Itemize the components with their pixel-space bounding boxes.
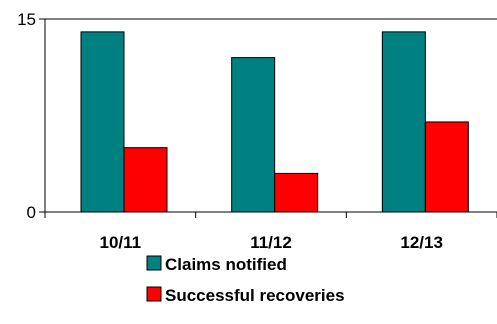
bar-claims-notified-12-13	[381, 31, 426, 213]
legend-swatch	[146, 286, 162, 302]
legend-swatch	[146, 255, 162, 271]
y-tick-label: 0	[27, 203, 36, 222]
legend-label: Successful recoveries	[165, 286, 345, 305]
bar-successful-recoveries-10-11	[123, 147, 168, 213]
bar-successful-recoveries-12-13	[424, 121, 469, 213]
y-tick-label: 15	[17, 10, 36, 29]
x-category-label: 11/12	[250, 233, 292, 252]
x-category-label: 10/11	[100, 233, 142, 252]
bar-claims-notified-10-11	[80, 31, 125, 213]
bar-claims-notified-11-12	[231, 57, 276, 213]
bar-successful-recoveries-11-12	[274, 172, 319, 213]
legend-label: Claims notified	[165, 255, 287, 274]
x-category-label: 12/13	[400, 233, 443, 252]
